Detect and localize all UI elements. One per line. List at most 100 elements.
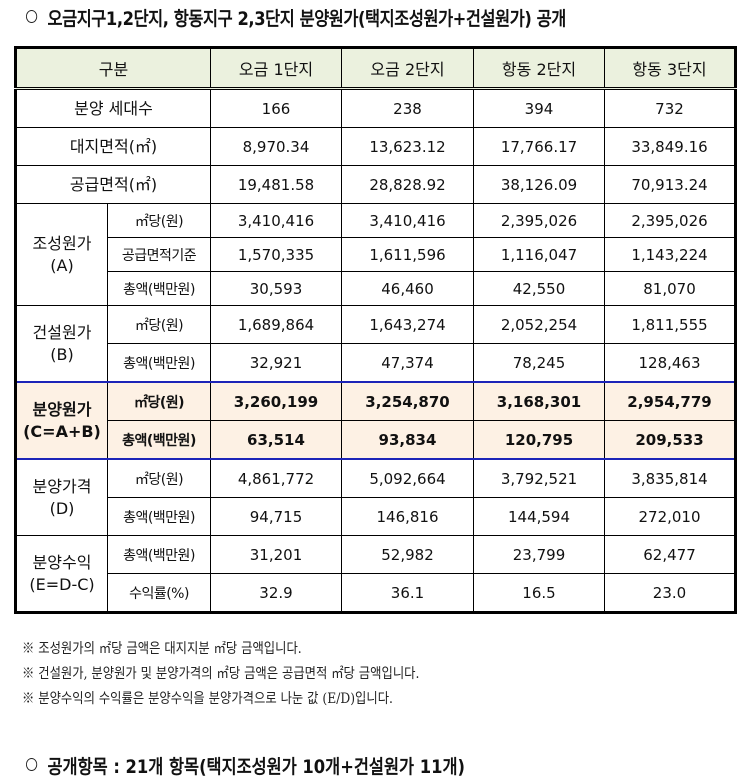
group-label: 분양가격 (D) (15, 458, 108, 536)
cell: 3,168,301 (473, 381, 605, 421)
footnote: ※ 조성원가의 ㎡당 금액은 대지지분 ㎡당 금액입니다. (22, 641, 302, 657)
table-row: 조성원가 (A) ㎡당(원) 3,410,416 3,410,416 2,395,… (15, 203, 736, 306)
group-label: 조성원가 (A) (15, 203, 108, 306)
header-col: 항동 3단지 (604, 47, 736, 90)
group-label: 분양수익 (E=D-C) (15, 535, 108, 613)
sub-label: 공급면적기준 (107, 237, 211, 272)
cell: 52,982 (341, 535, 474, 574)
sub-label: 총액(백만원) (107, 535, 211, 574)
cell: 1,570,335 (210, 237, 342, 272)
table-row: 총액(백만원) 32,921 47,374 78,245 128,463 (16, 343, 736, 383)
document-title: 오금지구1,2단지, 항동지구 2,3단지 분양원가(택지조성원가+건설원가) … (26, 4, 566, 31)
cell: 1,116,047 (473, 237, 605, 272)
cell: 3,410,416 (210, 203, 342, 238)
cell: 732 (604, 88, 736, 128)
cell: 209,533 (604, 420, 737, 460)
group-label-line2: (D) (49, 498, 75, 518)
circle-bullet-icon (26, 758, 38, 771)
sub-label: ㎡당(원) (107, 203, 211, 238)
cell: 3,410,416 (341, 203, 474, 238)
cell: 62,477 (604, 535, 736, 574)
table-row: 대지면적(㎡) 8,970.34 13,623.12 17,766.17 33,… (15, 127, 736, 166)
cell: 146,816 (341, 497, 474, 536)
table-row: 총액(백만원) 94,715 146,816 144,594 272,010 (16, 497, 736, 536)
cell: 4,861,772 (210, 458, 342, 498)
group-label-line2: (B) (50, 344, 74, 364)
sub-label: ㎡당(원) (107, 381, 211, 421)
group-label: 건설원가 (B) (15, 305, 108, 383)
footer-text: 공개항목 : 21개 항목(택지조성원가 10개+건설원가 11개) (47, 756, 465, 778)
table-row: 분양수익 (E=D-C) 총액(백만원) 31,201 52,982 23,799… (15, 535, 736, 613)
cell: 2,954,779 (604, 381, 737, 421)
header-col: 오금 2단지 (341, 47, 474, 90)
table-header-row: 구분 오금 1단지 오금 2단지 항동 2단지 항동 3단지 (15, 47, 736, 90)
group-label-line2: (C=A+B) (23, 421, 101, 441)
cell: 2,395,026 (604, 203, 736, 238)
cell: 81,070 (604, 271, 736, 306)
cell: 23,799 (473, 535, 605, 574)
table-row: 총액(백만원) 30,593 46,460 42,550 81,070 (16, 271, 736, 306)
header-col: 오금 1단지 (210, 47, 342, 90)
group-label-line1: 분양수익 (32, 552, 92, 572)
group-label-line2: (A) (50, 255, 74, 275)
cell: 47,374 (341, 343, 474, 383)
cell: 13,623.12 (341, 127, 474, 166)
group-label: 분양원가 (C=A+B) (14, 381, 108, 460)
cell: 128,463 (604, 343, 736, 383)
cell: 1,689,864 (210, 305, 342, 344)
table-row: 수익률(%) 32.9 36.1 16.5 23.0 (16, 573, 736, 613)
cell: 5,092,664 (341, 458, 474, 498)
cell: 46,460 (341, 271, 474, 306)
cell: 1,811,555 (604, 305, 736, 344)
table-row-highlighted: 총액(백만원) 63,514 93,834 120,795 209,533 (16, 420, 737, 460)
cell: 78,245 (473, 343, 605, 383)
header-col: 항동 2단지 (473, 47, 605, 90)
cell: 3,792,521 (473, 458, 605, 498)
cell: 94,715 (210, 497, 342, 536)
cell: 42,550 (473, 271, 605, 306)
cell: 166 (210, 88, 342, 128)
table-row: 공급면적(㎡) 19,481.58 28,828.92 38,126.09 70… (15, 165, 736, 204)
cell: 70,913.24 (604, 165, 736, 204)
group-label-line1: 조성원가 (32, 233, 92, 253)
table-row: 분양 세대수 166 238 394 732 (15, 88, 736, 128)
cell: 28,828.92 (341, 165, 474, 204)
cell: 31,201 (210, 535, 342, 574)
cell: 144,594 (473, 497, 605, 536)
footnote: ※ 건설원가, 분양원가 및 분양가격의 ㎡당 금액은 공급면적 ㎡당 금액입니… (22, 666, 420, 682)
row-label: 대지면적(㎡) (15, 127, 211, 166)
cell: 1,143,224 (604, 237, 736, 272)
cell: 38,126.09 (473, 165, 605, 204)
cell: 3,254,870 (341, 381, 474, 421)
cell: 2,395,026 (473, 203, 605, 238)
sub-label: 총액(백만원) (107, 343, 211, 383)
sub-label: 수익률(%) (107, 573, 211, 613)
cell: 32,921 (210, 343, 342, 383)
group-label-line1: 건설원가 (32, 322, 92, 342)
table-row-highlighted: 분양원가 (C=A+B) ㎡당(원) 3,260,199 3,254,870 3,… (14, 381, 737, 460)
cell: 30,593 (210, 271, 342, 306)
table-row: 분양가격 (D) ㎡당(원) 4,861,772 5,092,664 3,792,… (15, 458, 736, 536)
sub-label: 총액(백만원) (107, 271, 211, 306)
group-label-line1: 분양가격 (32, 476, 92, 496)
sub-label: 총액(백만원) (107, 497, 211, 536)
title-text: 오금지구1,2단지, 항동지구 2,3단지 분양원가(택지조성원가+건설원가) … (47, 8, 567, 30)
cell: 238 (341, 88, 474, 128)
cell: 2,052,254 (473, 305, 605, 344)
table-row: 건설원가 (B) ㎡당(원) 1,689,864 1,643,274 2,052,… (15, 305, 736, 383)
cell: 19,481.58 (210, 165, 342, 204)
cell: 1,611,596 (341, 237, 474, 272)
group-label-line2: (E=D-C) (29, 574, 95, 594)
cell: 1,643,274 (341, 305, 474, 344)
cell: 16.5 (473, 573, 605, 613)
circle-bullet-icon (26, 10, 38, 23)
header-category: 구분 (15, 47, 211, 90)
row-label: 공급면적(㎡) (15, 165, 211, 204)
cell: 3,260,199 (210, 381, 342, 421)
cost-table: 구분 오금 1단지 오금 2단지 항동 2단지 항동 3단지 분양 세대수 16… (14, 46, 737, 614)
cell: 36.1 (341, 573, 474, 613)
cell: 8,970.34 (210, 127, 342, 166)
cell: 120,795 (473, 420, 605, 460)
cell: 23.0 (604, 573, 736, 613)
cell: 17,766.17 (473, 127, 605, 166)
